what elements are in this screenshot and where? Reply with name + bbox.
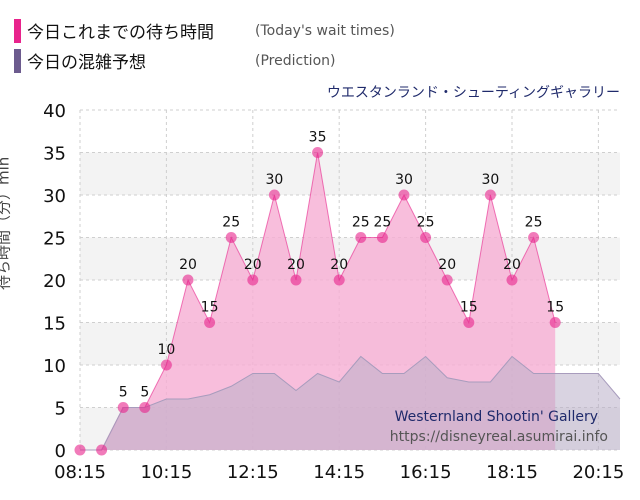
- actual-point: [268, 189, 280, 201]
- data-label: 30: [265, 172, 283, 188]
- y-tick-label: 15: [43, 314, 66, 335]
- legend-prediction: 今日の混雑予想 (Prediction): [14, 48, 335, 73]
- chart-title: ウエスタンランド・シューティングギャラリー: [326, 85, 620, 101]
- actual-point: [290, 274, 302, 286]
- actual-point: [225, 232, 237, 243]
- legend-prediction-label: 今日の混雑予想: [27, 53, 146, 73]
- actual-point: [506, 274, 518, 286]
- x-tick-label: 16:15: [400, 462, 452, 483]
- actual-point: [182, 274, 194, 286]
- actual-point: [484, 189, 496, 201]
- y-axis-title: 待ち時間（分）min: [0, 156, 13, 290]
- y-axis-title-wrap: 待ち時間（分）min: [0, 157, 14, 290]
- actual-point: [549, 317, 561, 328]
- y-tick-label: 35: [43, 144, 66, 165]
- data-label: 15: [201, 300, 219, 316]
- data-label: 25: [222, 215, 240, 231]
- data-label: 30: [395, 172, 413, 188]
- data-label: 20: [244, 257, 262, 273]
- data-label: 20: [503, 257, 521, 273]
- data-label: 25: [373, 215, 391, 231]
- data-label: 35: [309, 130, 327, 146]
- x-tick-label: 10:15: [140, 462, 192, 483]
- x-tick-label: 08:15: [54, 462, 106, 483]
- data-label: 20: [438, 257, 456, 273]
- legend-actual-label: 今日これまでの待ち時間: [27, 23, 214, 43]
- actual-point: [139, 402, 151, 413]
- x-tick-label: 20:15: [572, 462, 624, 483]
- actual-point: [398, 189, 410, 201]
- legend-actual: 今日これまでの待ち時間 (Today's wait times): [14, 18, 395, 43]
- y-tick-label: 25: [43, 229, 66, 250]
- watermark-url: https://disneyreal.asumirai.info: [390, 429, 608, 445]
- actual-point: [160, 359, 172, 371]
- data-label: 25: [525, 215, 543, 231]
- data-label: 20: [330, 257, 348, 273]
- data-label: 25: [417, 215, 435, 231]
- actual-point: [96, 444, 108, 456]
- x-tick-label: 18:15: [486, 462, 538, 483]
- data-label: 20: [179, 257, 197, 273]
- x-tick-label: 14:15: [313, 462, 365, 483]
- data-label: 10: [157, 342, 175, 358]
- y-tick-label: 10: [43, 356, 66, 377]
- watermark-name: Westernland Shootin' Gallery: [395, 409, 598, 425]
- data-label: 25: [352, 215, 370, 231]
- actual-point: [204, 317, 216, 328]
- actual-point: [528, 232, 540, 243]
- actual-point: [463, 317, 475, 328]
- y-tick-label: 0: [55, 441, 66, 462]
- y-tick-label: 20: [43, 271, 66, 292]
- actual-points: [74, 147, 561, 456]
- actual-point: [355, 232, 367, 243]
- data-label: 30: [481, 172, 499, 188]
- actual-point: [312, 147, 324, 158]
- actual-point: [74, 444, 86, 456]
- plot-band: [80, 152, 620, 195]
- actual-point: [333, 274, 345, 286]
- data-label: 15: [460, 300, 478, 316]
- x-tick-labels: 08:15 10:15 12:15 14:15 16:15 18:15 20:15: [54, 462, 624, 483]
- y-tick-labels: 0 5 10 15 20 25 30 35 40: [43, 101, 66, 462]
- actual-point: [441, 274, 453, 286]
- data-label: 5: [140, 385, 149, 401]
- legend-actual-swatch: [14, 18, 21, 43]
- data-label: 15: [546, 300, 564, 316]
- x-tick-label: 12:15: [227, 462, 279, 483]
- y-tick-label: 40: [43, 101, 66, 122]
- actual-point: [376, 232, 388, 243]
- data-label: 20: [287, 257, 305, 273]
- actual-point: [420, 232, 432, 243]
- legend-prediction-sub: (Prediction): [255, 52, 336, 69]
- data-label: 5: [119, 385, 128, 401]
- actual-point: [247, 274, 259, 286]
- actual-point: [117, 402, 129, 413]
- legend-prediction-swatch: [14, 48, 21, 73]
- prediction-area: [80, 356, 620, 450]
- prediction-series: [80, 355, 621, 451]
- prediction-line: [80, 355, 621, 451]
- y-tick-label: 30: [43, 186, 66, 207]
- legend-actual-sub: (Today's wait times): [255, 22, 395, 39]
- y-tick-label: 5: [55, 399, 66, 420]
